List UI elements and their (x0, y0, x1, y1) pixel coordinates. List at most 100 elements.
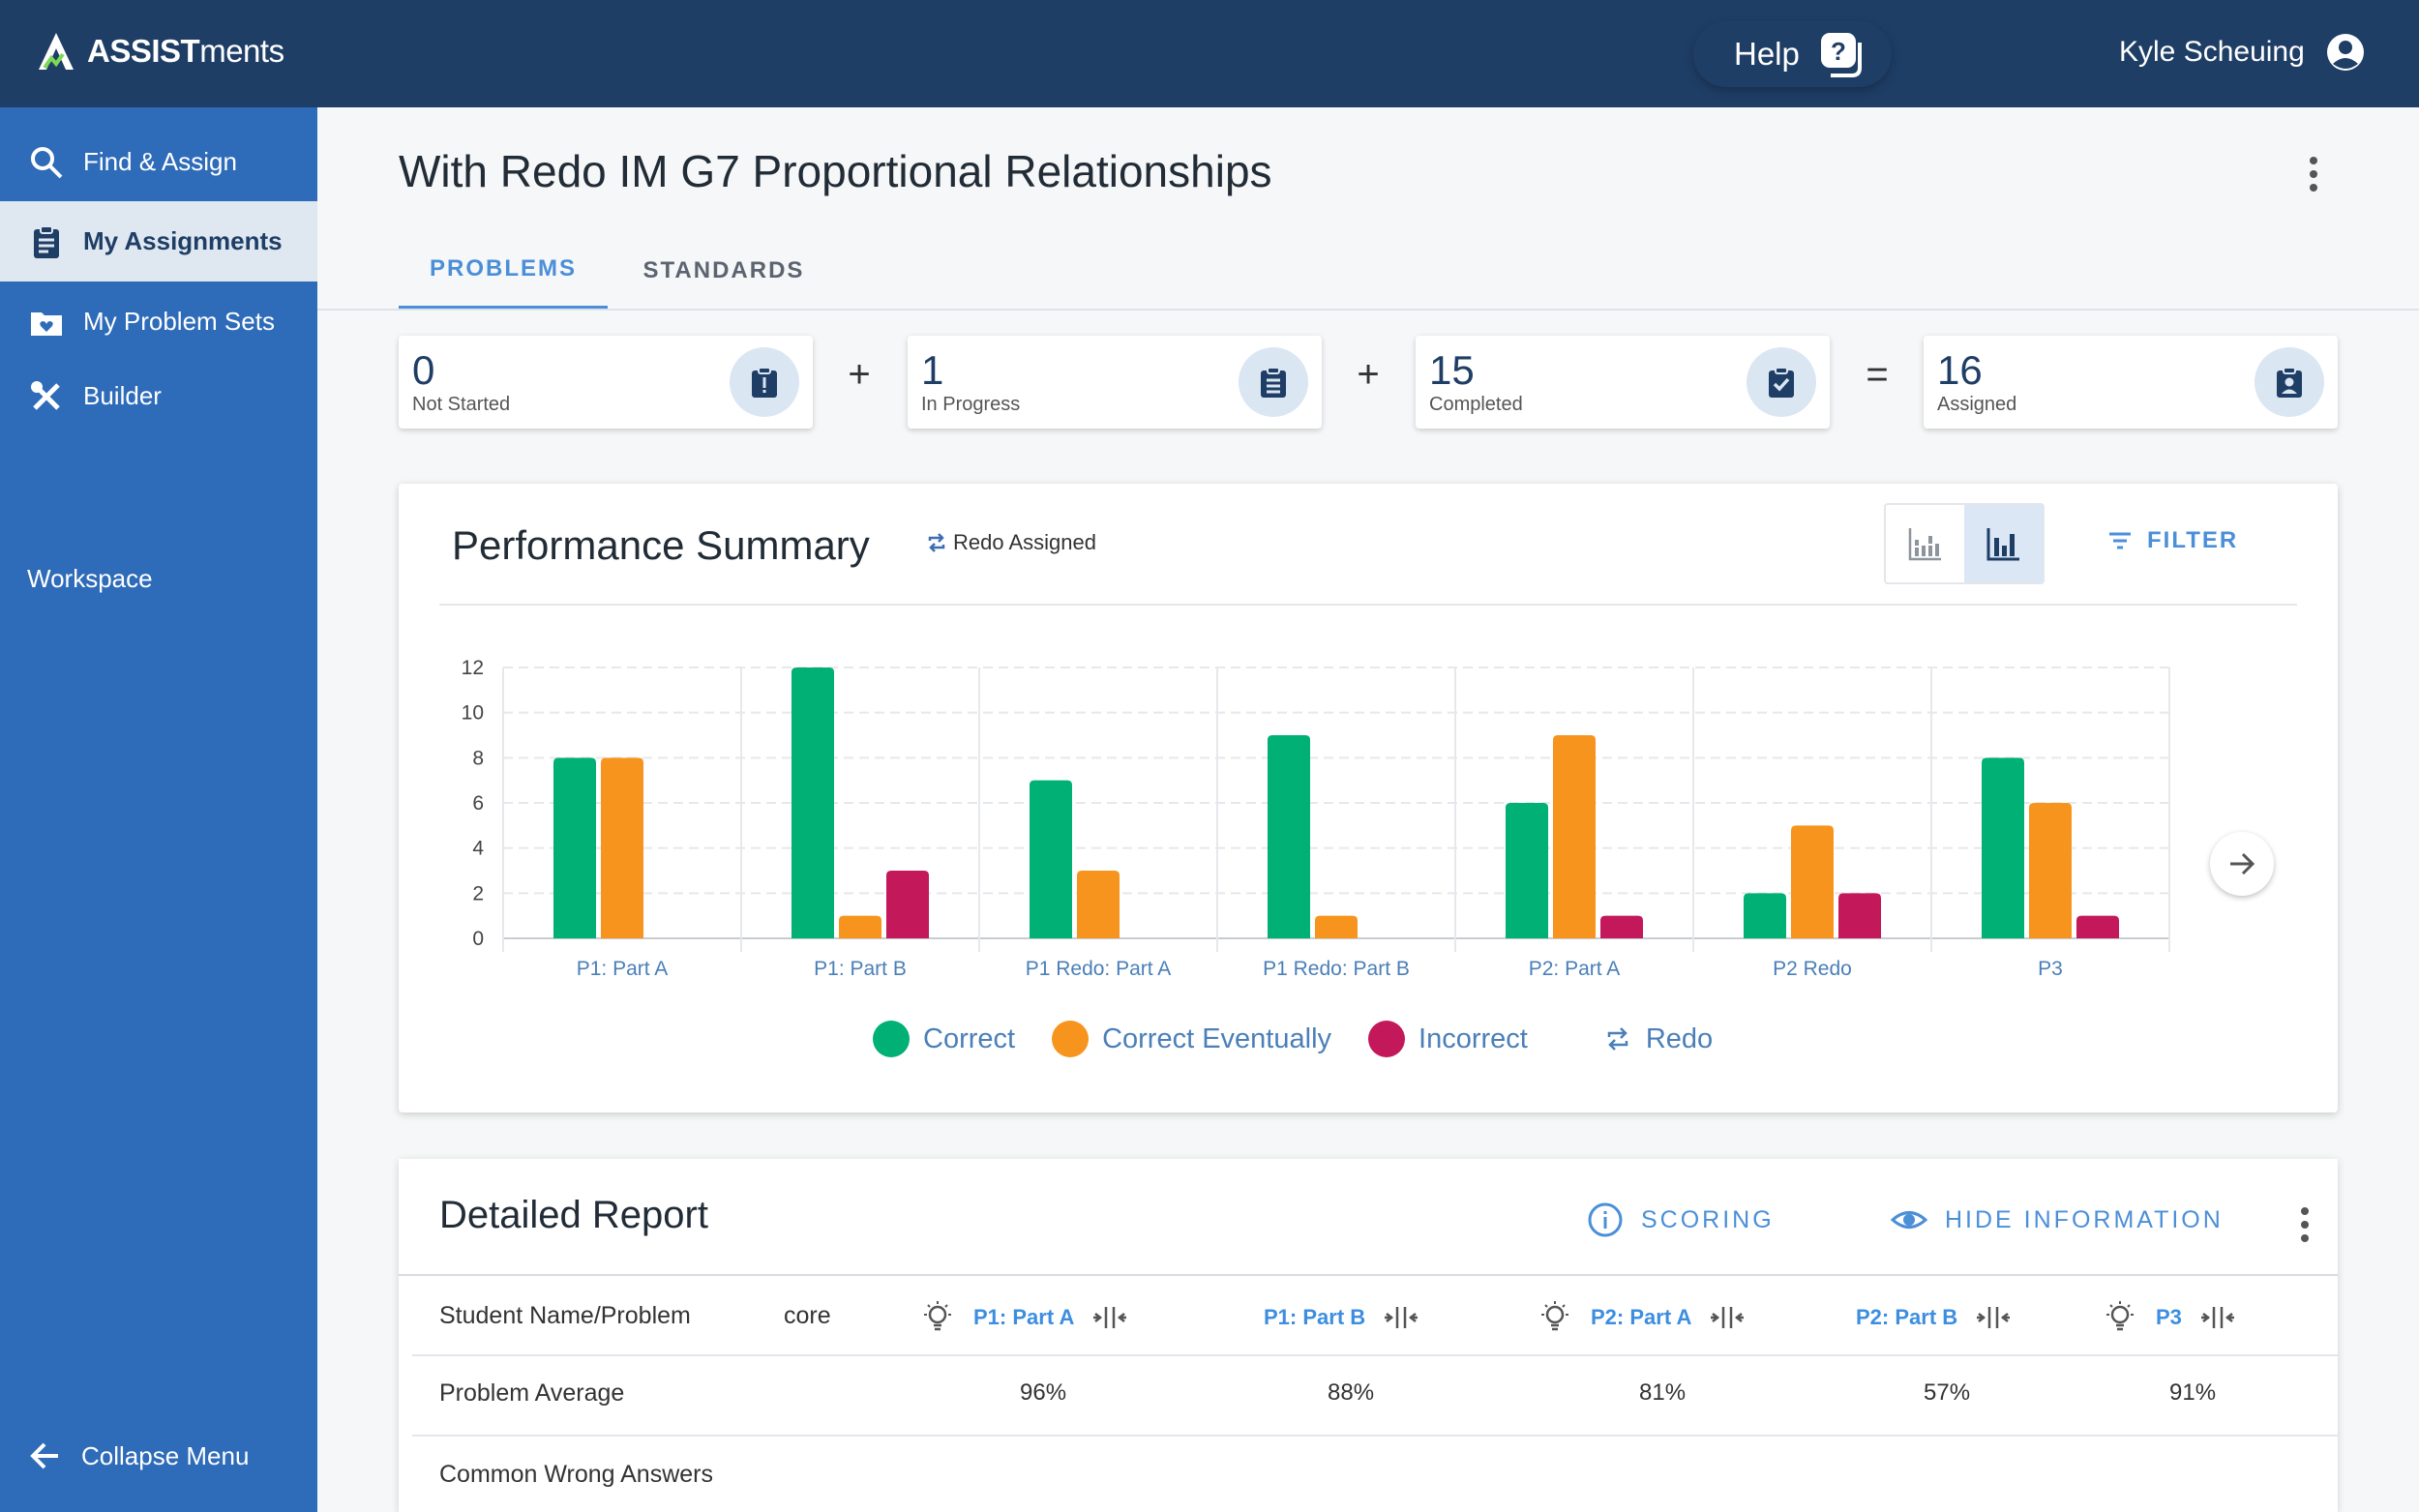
plus-operator: + (848, 353, 871, 396)
tools-icon (31, 380, 60, 410)
sidebar-item-workspace[interactable]: Workspace (27, 564, 153, 593)
column-header-p2-part-b[interactable]: P2: Part B (1856, 1299, 2012, 1336)
expand-column-icon[interactable] (2199, 1299, 2236, 1336)
stacked-bar-view-button[interactable] (1886, 505, 1964, 582)
help-question-icon: ? (1820, 33, 1862, 77)
bar-incorrect (886, 871, 929, 938)
bar-correct (1506, 803, 1548, 938)
search-icon (31, 146, 63, 178)
hide-information-button[interactable]: HIDE INFORMATION (1891, 1201, 2224, 1238)
bar-correct (1744, 893, 1786, 938)
legend-item-correct-eventually[interactable]: Correct Eventually (1052, 1021, 1331, 1057)
chart-legend: Correct Correct Eventually Incorrect Red… (873, 1021, 1749, 1057)
stat-value: 0 (412, 347, 435, 393)
legend-label: Incorrect (1419, 1023, 1528, 1054)
arrow-left-icon (30, 1442, 58, 1469)
y-tick-label: 4 (472, 838, 484, 860)
info-icon (1588, 1202, 1623, 1237)
expand-column-icon[interactable] (1091, 1299, 1128, 1336)
lightbulb-icon (924, 1301, 951, 1331)
y-tick-label: 12 (462, 657, 484, 679)
expand-column-icon[interactable] (1709, 1299, 1746, 1336)
folder-heart-icon (31, 311, 62, 336)
report-divider (399, 1274, 2338, 1276)
assistments-logo[interactable]: ASSISTments (37, 31, 284, 72)
user-name: Kyle Scheuing (2119, 36, 2305, 68)
tab-standards[interactable]: STANDARDS (642, 257, 805, 283)
sidebar-item-label: My Assignments (83, 226, 283, 255)
lightbulb-icon (2106, 1301, 2134, 1331)
bar-correct-eventually (2029, 803, 2072, 938)
stat-value: 16 (1937, 347, 1983, 393)
collapse-menu-button[interactable]: Collapse Menu (29, 1439, 249, 1472)
y-tick-label: 0 (472, 928, 484, 950)
filter-label: FILTER (2147, 527, 2239, 553)
stat-label: Not Started (412, 394, 511, 415)
filter-button[interactable]: FILTER (2106, 527, 2238, 554)
more-options-icon[interactable] (2299, 155, 2328, 193)
arrow-right-icon (2230, 852, 2255, 875)
svg-text:?: ? (1831, 37, 1846, 66)
sidebar-item-find-assign[interactable]: Find & Assign (0, 122, 317, 202)
stat-label: Assigned (1937, 394, 2017, 415)
scoring-button[interactable]: SCORING (1587, 1201, 1775, 1238)
problem-average-label: Problem Average (439, 1379, 625, 1407)
x-tick-label: P2 Redo (1773, 958, 1852, 980)
bar-incorrect (2076, 915, 2119, 938)
x-tick-label: P2: Part A (1529, 958, 1621, 980)
filter-icon (2109, 532, 2131, 549)
column-header-p1-part-b[interactable]: P1: Part B (1264, 1299, 1419, 1336)
clipboard-alert-icon (730, 347, 799, 417)
detailed-report-card: Detailed Report SCORING HIDE INFORMATION… (399, 1159, 2338, 1512)
help-button[interactable]: Help ? (1693, 21, 1892, 87)
legend-item-correct[interactable]: Correct (873, 1021, 1015, 1057)
x-tick-label: P1 Redo: Part B (1263, 958, 1410, 980)
sidebar-item-label: My Problem Sets (83, 307, 275, 336)
sidebar-item-my-problem-sets[interactable]: My Problem Sets (0, 282, 317, 362)
stat-completed: 15 Completed (1416, 336, 1830, 429)
page-title: With Redo IM G7 Proportional Relationshi… (399, 146, 1272, 196)
expand-column-icon[interactable] (1383, 1299, 1419, 1336)
bar-correct (1268, 735, 1310, 938)
legend-item-incorrect[interactable]: Incorrect (1368, 1021, 1528, 1057)
sidebar-item-builder[interactable]: Builder (0, 356, 317, 436)
stat-label: Completed (1429, 394, 1523, 415)
column-header-label: P1: Part A (973, 1305, 1075, 1329)
bar-correct (553, 757, 596, 938)
expand-column-icon[interactable] (1975, 1299, 2012, 1336)
stacked-bar-chart-icon (1908, 528, 1941, 561)
common-wrong-answers-label: Common Wrong Answers (439, 1461, 713, 1488)
stat-assigned: 16 Assigned (1924, 336, 2338, 429)
legend-swatch (873, 1021, 910, 1057)
row-divider (412, 1354, 2338, 1356)
redo-assigned-label: Redo Assigned (953, 530, 1096, 554)
bar-incorrect (1838, 893, 1881, 938)
y-tick-label: 2 (472, 882, 484, 904)
brand-name: ASSISTments (87, 33, 284, 69)
user-menu[interactable]: Kyle Scheuing (2119, 33, 2365, 72)
column-header-p1-part-a[interactable]: P1: Part A (919, 1299, 1128, 1336)
bar-correct (1982, 757, 2024, 938)
column-header-p2-part-a[interactable]: P2: Part A (1537, 1299, 1746, 1336)
legend-item-redo[interactable]: Redo (1603, 1023, 1713, 1055)
chart-view-toggle (1884, 503, 2045, 584)
grouped-bar-view-button[interactable] (1964, 505, 2043, 582)
bar-correct (1030, 780, 1072, 938)
lightbulb-icon (1541, 1301, 1568, 1331)
sidebar-item-my-assignments[interactable]: My Assignments (0, 201, 317, 282)
column-header-p3[interactable]: P3 (2102, 1299, 2236, 1336)
collapse-menu-label: Collapse Menu (81, 1440, 250, 1470)
tab-problems[interactable]: PROBLEMS (399, 232, 608, 310)
plus-operator: + (1357, 353, 1380, 396)
report-more-options-icon[interactable] (2295, 1205, 2314, 1244)
sidebar: Find & Assign My Assignments My Problem … (0, 107, 317, 1512)
bar-incorrect (1600, 915, 1643, 938)
score-column-header: core (784, 1302, 831, 1329)
redo-icon (928, 533, 945, 552)
x-tick-label: P1: Part A (577, 958, 669, 980)
bar-correct (791, 667, 834, 938)
clipboard-check-icon (1747, 347, 1816, 417)
chart-next-button[interactable] (2210, 832, 2274, 896)
sidebar-item-label: Find & Assign (83, 147, 237, 176)
detailed-report-title: Detailed Report (439, 1194, 708, 1236)
